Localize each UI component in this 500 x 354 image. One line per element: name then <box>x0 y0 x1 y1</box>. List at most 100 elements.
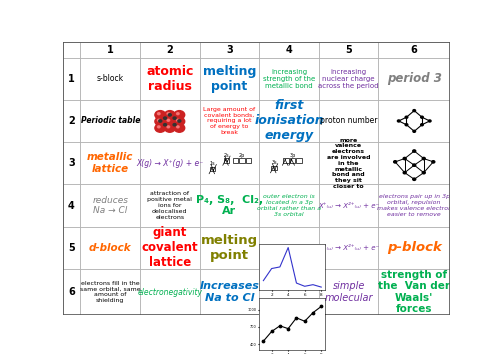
Text: first
ionisation
energy: first ionisation energy <box>254 99 324 142</box>
Text: 5: 5 <box>68 243 75 253</box>
Bar <box>259 142 319 184</box>
Text: Periodic table: Periodic table <box>80 116 140 125</box>
Bar <box>200 184 259 227</box>
Bar <box>296 158 302 163</box>
Circle shape <box>155 117 166 126</box>
Text: atomic
radius: atomic radius <box>146 65 194 93</box>
Text: 2p: 2p <box>239 153 245 158</box>
Text: X⁺₍ᵤ₎ → X²⁺₍ᵤ₎ + e⁻: X⁺₍ᵤ₎ → X²⁺₍ᵤ₎ + e⁻ <box>318 202 380 209</box>
Circle shape <box>432 161 435 163</box>
Bar <box>259 42 319 57</box>
Text: electronegativity: electronegativity <box>138 287 202 297</box>
Text: more
valence
electrons
are involved
in the
metallic
bond and
they sit
closer to: more valence electrons are involved in t… <box>327 138 370 189</box>
Circle shape <box>164 117 175 126</box>
Bar <box>140 142 200 184</box>
Text: metallic
lattice: metallic lattice <box>87 153 134 174</box>
Text: 3p: 3p <box>290 153 296 158</box>
Text: 2s: 2s <box>224 153 230 158</box>
Circle shape <box>420 116 424 118</box>
Text: reduces
Na → Cl: reduces Na → Cl <box>92 196 128 215</box>
Circle shape <box>413 110 416 112</box>
Circle shape <box>420 124 424 126</box>
Circle shape <box>405 116 408 118</box>
Bar <box>62 269 80 315</box>
Circle shape <box>403 171 406 174</box>
Text: melting
point: melting point <box>202 65 256 93</box>
Bar <box>80 184 140 227</box>
Bar <box>140 100 200 142</box>
Bar <box>290 158 296 163</box>
Circle shape <box>428 120 431 122</box>
Text: p-block: p-block <box>387 241 442 255</box>
Bar <box>200 227 259 269</box>
Circle shape <box>164 124 166 126</box>
Bar <box>80 227 140 269</box>
Bar <box>319 269 378 315</box>
Bar <box>319 142 378 184</box>
Bar <box>62 142 80 184</box>
Text: 1s: 1s <box>210 161 216 166</box>
Circle shape <box>159 120 162 122</box>
Circle shape <box>155 124 166 132</box>
Bar <box>378 42 450 57</box>
Circle shape <box>413 130 416 132</box>
Bar <box>200 57 259 100</box>
Circle shape <box>158 119 160 121</box>
Bar <box>80 42 140 57</box>
Point <box>317 304 325 309</box>
Text: 6: 6 <box>411 45 418 55</box>
Point <box>292 315 300 321</box>
Text: melting
point: melting point <box>201 234 258 262</box>
Text: 3: 3 <box>68 158 75 168</box>
Text: strength of
the  Van der
Waals'
forces: strength of the Van der Waals' forces <box>378 270 450 314</box>
Text: 4: 4 <box>286 45 292 55</box>
Circle shape <box>178 120 181 122</box>
Bar <box>62 57 80 100</box>
Circle shape <box>164 124 175 132</box>
Text: 3: 3 <box>226 45 233 55</box>
Circle shape <box>422 158 426 160</box>
Text: X⁺₍ᵤ₎ → X²⁺₍ᵤ₎ + e⁻: X⁺₍ᵤ₎ → X²⁺₍ᵤ₎ + e⁻ <box>318 245 380 251</box>
Point <box>276 323 284 329</box>
Circle shape <box>167 119 170 121</box>
Text: d-block: d-block <box>89 243 132 253</box>
Text: period 3: period 3 <box>387 72 442 85</box>
Text: P₄, S₈,  Cl₂,
Ar: P₄, S₈, Cl₂, Ar <box>196 195 263 216</box>
Bar <box>200 269 259 315</box>
Text: 3s: 3s <box>272 160 277 165</box>
Circle shape <box>158 113 160 115</box>
Bar <box>62 227 80 269</box>
Bar <box>319 227 378 269</box>
Circle shape <box>167 126 170 128</box>
Circle shape <box>168 114 172 116</box>
Bar <box>378 227 450 269</box>
Circle shape <box>412 150 416 152</box>
Bar <box>246 158 251 163</box>
Bar <box>200 100 259 142</box>
Bar <box>319 100 378 142</box>
Bar <box>259 269 319 315</box>
Text: 1: 1 <box>107 45 114 55</box>
Text: 2: 2 <box>166 45 173 55</box>
Point <box>268 329 276 334</box>
Bar <box>62 184 80 227</box>
Bar <box>259 227 319 269</box>
Circle shape <box>173 117 176 119</box>
Text: electrons pair up in 3p
orbital, repulsion
makes valence electron
easier to remo: electrons pair up in 3p orbital, repulsi… <box>376 194 452 217</box>
Bar <box>284 158 288 163</box>
Circle shape <box>174 110 184 119</box>
Circle shape <box>155 110 166 119</box>
Bar <box>200 42 259 57</box>
Text: X(g) → X⁺(g) + e⁻: X(g) → X⁺(g) + e⁻ <box>136 159 203 168</box>
Circle shape <box>164 110 175 119</box>
Bar <box>319 42 378 57</box>
Bar <box>140 184 200 227</box>
Text: simple
molecular: simple molecular <box>324 281 373 303</box>
Text: Increases
Na to Cl: Increases Na to Cl <box>200 281 260 303</box>
Bar <box>80 142 140 184</box>
Text: 6: 6 <box>68 287 75 297</box>
Circle shape <box>412 164 416 166</box>
Bar <box>259 100 319 142</box>
Point <box>300 318 308 324</box>
Circle shape <box>394 161 396 163</box>
